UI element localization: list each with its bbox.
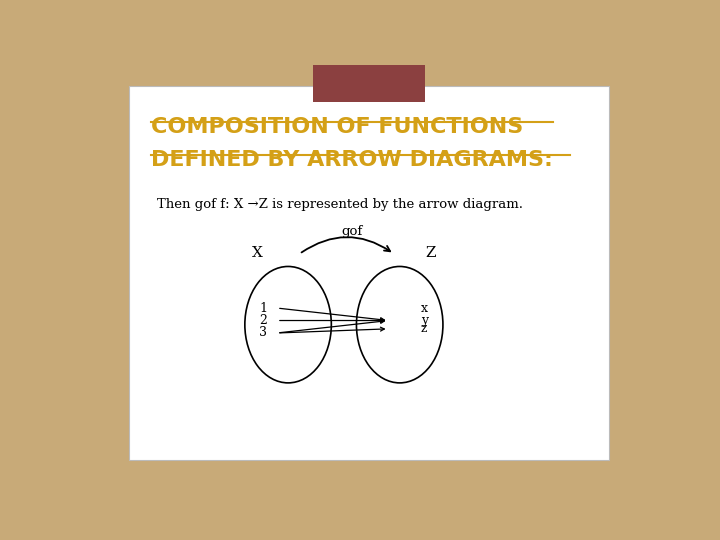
Text: COMPOSITION OF FUNCTIONS: COMPOSITION OF FUNCTIONS (151, 117, 523, 137)
Text: 1: 1 (259, 301, 267, 314)
Text: 2: 2 (259, 314, 267, 327)
Text: gof: gof (341, 225, 363, 238)
Text: Then gof f: X →Z is represented by the arrow diagram.: Then gof f: X →Z is represented by the a… (157, 198, 523, 211)
Text: DEFINED BY ARROW DIAGRAMS:: DEFINED BY ARROW DIAGRAMS: (151, 150, 553, 170)
Text: x: x (421, 301, 428, 314)
Text: z: z (421, 322, 428, 335)
Ellipse shape (245, 266, 331, 383)
Text: y: y (421, 314, 428, 327)
Text: X: X (252, 246, 263, 260)
Text: 3: 3 (259, 327, 267, 340)
Ellipse shape (356, 266, 443, 383)
FancyBboxPatch shape (129, 85, 609, 460)
Text: Z: Z (425, 246, 436, 260)
FancyBboxPatch shape (313, 57, 425, 102)
